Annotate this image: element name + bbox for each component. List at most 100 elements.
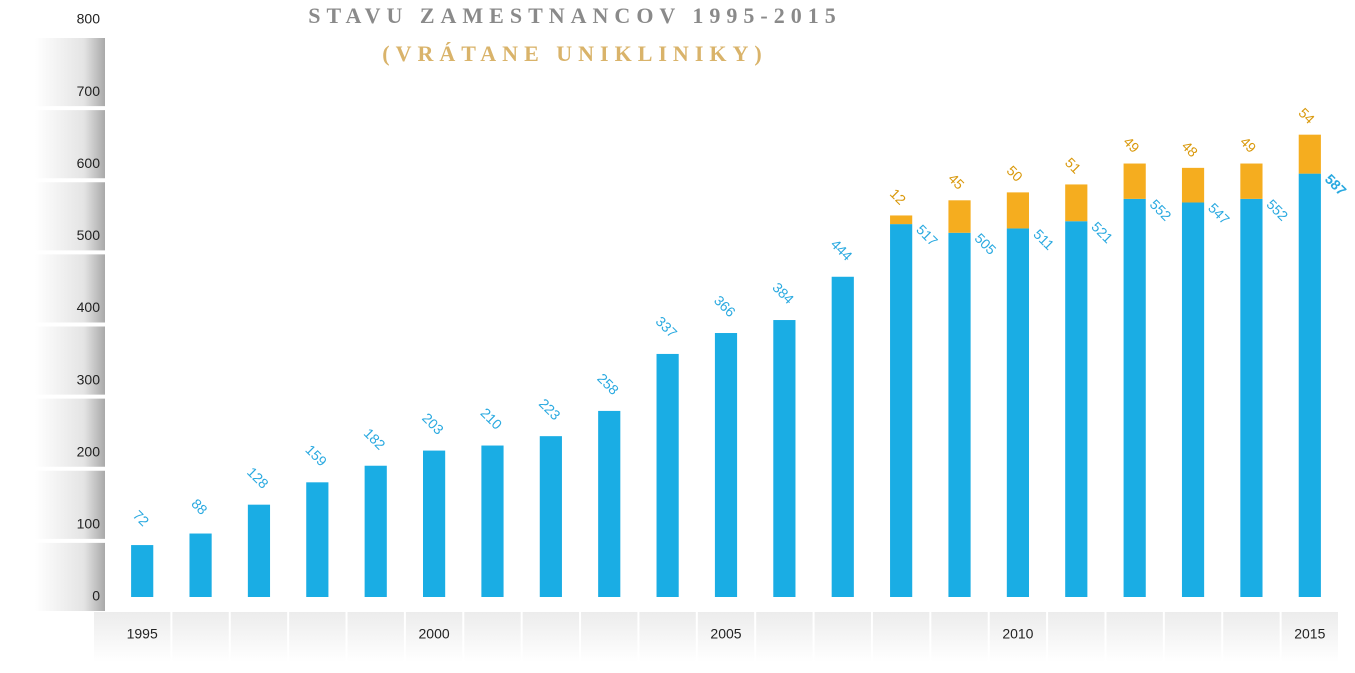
x-axis-panel: [405, 612, 463, 662]
x-axis-panel: [931, 612, 988, 662]
value-label: 552: [1147, 196, 1175, 224]
value-label: 51: [1062, 154, 1084, 176]
value-label: 48: [1179, 138, 1201, 160]
value-label: 182: [361, 425, 389, 453]
axis-panel: [35, 182, 105, 251]
bar-segment: [1065, 184, 1088, 222]
bar-segment: [890, 224, 913, 597]
bar-segment: [656, 353, 679, 597]
value-label: 88: [188, 495, 210, 517]
value-label: 384: [769, 279, 797, 307]
y-tick-label: 200: [77, 443, 101, 459]
bar-segment: [1298, 173, 1321, 597]
bar-segment: [1123, 163, 1146, 199]
chart-subtitle: (VRÁTANE UNIKLINIKY): [382, 41, 767, 66]
x-axis-panel: [581, 612, 638, 662]
x-axis-panel: [522, 612, 580, 662]
value-label: 505: [972, 230, 1000, 258]
value-label: 49: [1237, 133, 1259, 155]
axis-panel: [35, 398, 105, 467]
axis-panel: [35, 542, 105, 611]
x-axis-panel: [639, 612, 696, 662]
bar-segment: [714, 333, 738, 597]
value-label: 210: [477, 405, 505, 433]
axis-panel: [35, 470, 105, 539]
y-tick-label: 600: [77, 155, 101, 171]
bar-segment: [306, 482, 329, 597]
x-axis-panel: [289, 612, 346, 662]
y-tick-label: 300: [77, 371, 101, 387]
x-axis-panel: [1106, 612, 1163, 662]
value-label: 50: [1004, 162, 1026, 184]
bar-segment: [890, 215, 913, 225]
value-label: 511: [1030, 226, 1057, 253]
value-label: 517: [913, 221, 941, 249]
value-label: 552: [1264, 196, 1292, 224]
bar-segment: [1065, 221, 1088, 597]
axis-panel: [35, 38, 105, 107]
value-label: 45: [945, 170, 967, 192]
x-tick-label: 2015: [1294, 626, 1325, 642]
x-tick-label: 1995: [127, 626, 158, 642]
value-label: 366: [711, 292, 739, 320]
bar-segment: [948, 200, 971, 233]
x-axis-panel: [1164, 612, 1222, 662]
y-tick-label: 700: [77, 83, 101, 99]
chart-title: STAVU ZAMESTNANCOV 1995-2015: [308, 3, 842, 28]
axis-panel: [35, 326, 105, 395]
bar-segment: [247, 504, 271, 597]
bar-segment: [189, 533, 212, 597]
bar-segment: [1181, 202, 1205, 597]
x-tick-label: 2000: [419, 626, 450, 642]
bar-segment: [1181, 167, 1205, 203]
x-axis-panel: [172, 612, 229, 662]
x-tick-label: 2005: [710, 626, 741, 642]
x-axis-panel: [464, 612, 521, 662]
x-axis-panel: [697, 612, 755, 662]
x-axis-panel: [1048, 612, 1105, 662]
bar-segment: [1240, 163, 1263, 199]
x-axis-panel: [94, 612, 171, 662]
y-tick-label: 500: [77, 227, 101, 243]
value-label: 54: [1296, 105, 1318, 127]
bar-segment: [1240, 198, 1263, 597]
value-label: 444: [828, 236, 856, 264]
value-label: 547: [1205, 200, 1233, 228]
axis-panel: [35, 110, 105, 179]
bar-segment: [598, 410, 621, 597]
x-axis-panel: [756, 612, 813, 662]
x-axis-panel: [872, 612, 930, 662]
bar-segment: [131, 545, 154, 597]
x-axis-panel: [814, 612, 871, 662]
y-tick-label: 400: [77, 299, 101, 315]
x-axis-panel: [1223, 612, 1280, 662]
bar-segment: [423, 450, 446, 597]
x-axis-panel: [230, 612, 288, 662]
value-label: 521: [1088, 218, 1116, 246]
value-label: 203: [419, 410, 447, 438]
bar-segment: [1006, 192, 1029, 229]
bar-segment: [481, 445, 504, 597]
value-label: 159: [302, 441, 330, 469]
x-axis-panel: [1281, 612, 1338, 662]
y-tick-label: 800: [77, 11, 101, 27]
value-label: 258: [594, 370, 622, 398]
y-tick-label: 100: [77, 516, 101, 532]
bar-segment: [1006, 228, 1029, 597]
bar-segment: [1123, 198, 1146, 597]
bar-segment: [539, 436, 562, 597]
value-label: 12: [887, 185, 909, 207]
bar-segment: [773, 320, 796, 597]
value-label: 337: [653, 313, 681, 341]
x-axis-panel: [347, 612, 404, 662]
value-label: 72: [130, 507, 152, 529]
value-label: 223: [536, 395, 564, 423]
value-label: 587: [1322, 171, 1350, 199]
y-tick-label: 0: [92, 588, 100, 604]
bar-segment: [831, 276, 854, 597]
bar-segment: [948, 232, 971, 598]
x-tick-label: 2010: [1002, 626, 1033, 642]
axis-panel: [35, 254, 105, 323]
x-axis-panel: [989, 612, 1047, 662]
